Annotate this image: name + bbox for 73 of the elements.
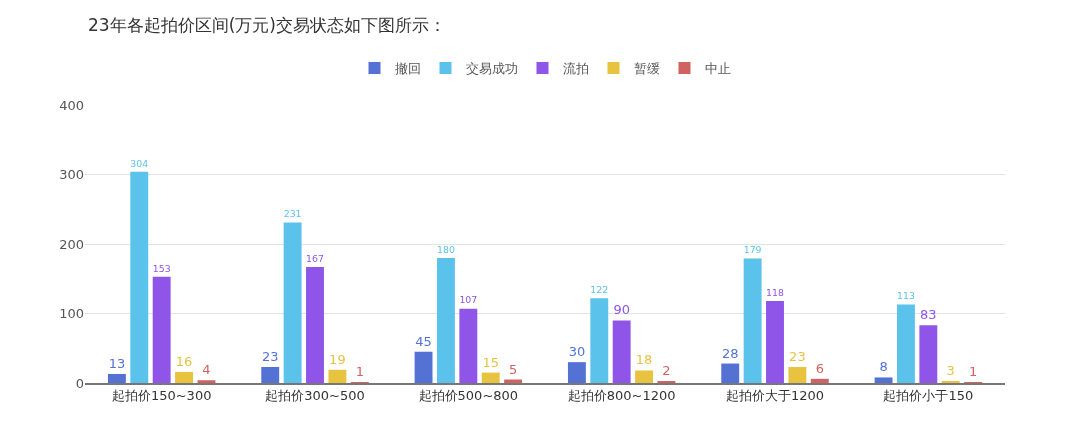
data-label: 45 — [415, 333, 432, 349]
bar — [896, 304, 915, 383]
legend-label: 暂缓 — [633, 61, 660, 77]
data-label: 83 — [920, 307, 937, 323]
bar — [328, 369, 347, 383]
data-label: 179 — [743, 244, 762, 256]
data-label: 2 — [662, 363, 671, 378]
bar — [788, 367, 807, 383]
x-tick-label: 起拍价800~1200 — [567, 388, 676, 404]
data-label: 4 — [202, 362, 211, 378]
bar — [635, 370, 654, 383]
bar — [941, 380, 960, 383]
bar — [414, 351, 433, 383]
bar — [459, 308, 478, 383]
data-label: 107 — [459, 294, 478, 306]
data-label: 118 — [766, 286, 784, 298]
x-tick-label: 起拍价150~300 — [111, 388, 212, 404]
x-tick-label: 起拍价300~500 — [265, 388, 365, 404]
data-label: 23 — [789, 349, 806, 365]
bar — [130, 171, 149, 383]
bar — [481, 372, 500, 383]
bar — [107, 373, 126, 383]
data-label: 28 — [721, 345, 739, 361]
data-label: 231 — [283, 208, 302, 220]
data-label: 1 — [968, 364, 978, 379]
bar — [590, 298, 609, 383]
data-label: 19 — [329, 351, 346, 367]
bar — [175, 371, 194, 383]
legend-label: 交易成功 — [465, 61, 518, 77]
data-label: 5 — [508, 361, 518, 377]
y-tick-label: 300 — [59, 167, 84, 183]
data-label: 3 — [946, 362, 955, 378]
x-tick-label: 起拍价500~800 — [418, 388, 519, 404]
chart-title: 23年各起拍价区间(万元)交易状态如下图所示： — [88, 14, 446, 35]
bar — [152, 276, 171, 383]
data-label: 304 — [130, 157, 149, 169]
bar — [436, 257, 455, 383]
data-label: 30 — [568, 344, 586, 360]
data-label: 15 — [482, 354, 499, 370]
x-tick-label: 起拍价大于1200 — [725, 388, 825, 404]
data-label: 1 — [355, 364, 364, 379]
legend-label: 撤回 — [394, 61, 421, 77]
bar — [721, 363, 740, 383]
x-tick-label: 起拍价小于150 — [883, 388, 974, 404]
bar — [261, 367, 280, 383]
y-tick-label: 0 — [75, 375, 84, 391]
data-label: 23 — [261, 349, 279, 365]
y-tick-label: 400 — [59, 97, 84, 113]
bar — [283, 222, 302, 383]
data-label: 6 — [815, 360, 824, 376]
y-tick-label: 100 — [59, 306, 84, 322]
bar — [612, 320, 631, 383]
bar — [743, 258, 762, 383]
data-label: 122 — [590, 284, 609, 296]
data-label: 8 — [879, 359, 888, 375]
legend-label: 中止 — [704, 61, 731, 77]
data-label: 153 — [152, 262, 171, 274]
data-label: 90 — [613, 302, 630, 318]
bar — [810, 378, 829, 383]
bar — [197, 380, 216, 383]
data-label: 13 — [108, 355, 126, 371]
data-label: 16 — [175, 353, 193, 369]
data-label: 113 — [897, 290, 915, 302]
data-label: 167 — [306, 252, 324, 264]
bar — [306, 266, 324, 383]
bar — [567, 362, 586, 383]
data-label: 180 — [437, 243, 455, 255]
bar — [919, 325, 938, 383]
legend-label: 流拍 — [562, 61, 589, 77]
y-tick-label: 200 — [59, 236, 84, 252]
bar — [766, 300, 784, 383]
data-label: 18 — [635, 352, 653, 368]
bar — [874, 377, 893, 383]
